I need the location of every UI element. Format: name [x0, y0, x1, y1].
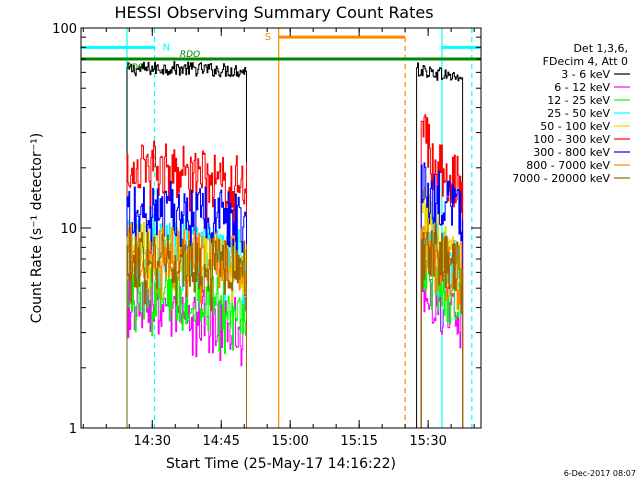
series-line-0-0 — [126, 61, 247, 428]
chart-title: HESSI Observing Summary Count Rates — [114, 3, 433, 22]
x-axis-label: Start Time (25-May-17 14:16:22) — [166, 456, 396, 472]
plot-area: N S RDO FDC — [81, 28, 481, 428]
legend-entry-5: 100 - 300 keV — [533, 133, 610, 146]
saa-band-label: S — [265, 32, 271, 43]
legend-entry-7: 800 - 7000 keV — [526, 159, 610, 172]
legend-entry-3: 25 - 50 keV — [547, 107, 610, 120]
series-line-5-0 — [126, 140, 247, 428]
series-line-8-1 — [420, 230, 464, 428]
x-axis: 14:30 14:45 15:00 15:15 15:30 — [82, 28, 475, 449]
attenuator-label: RDO — [180, 50, 200, 60]
flare-label: FDC — [127, 63, 144, 72]
series-line-6-1 — [420, 162, 464, 428]
series-line-8-0 — [126, 232, 247, 428]
y-tick-label-0: 1 — [69, 422, 77, 437]
footer-timestamp: 6-Dec-2017 08:07 — [564, 469, 636, 478]
y-axis-label: Count Rate (s⁻¹ detector⁻¹) — [29, 133, 45, 323]
legend-header-1: FDecim 4, Att 0 — [543, 55, 628, 68]
night-band-label: N — [163, 42, 170, 53]
plot-content: N S RDO FDC — [81, 28, 481, 428]
legend-entry-1: 6 - 12 keV — [554, 81, 610, 94]
x-tick-label-4: 15:30 — [409, 434, 446, 449]
legend-header-0: Det 1,3,6, — [573, 42, 628, 55]
series-line-0-1 — [416, 62, 464, 428]
series-line-5-1 — [420, 114, 464, 428]
legend-entry-0: 3 - 6 keV — [561, 68, 610, 81]
x-tick-label-2: 15:00 — [271, 434, 308, 449]
y-axis: 1 10 100 — [52, 22, 481, 437]
legend-entry-2: 12 - 25 keV — [547, 94, 610, 107]
series-line-6-0 — [126, 181, 247, 428]
x-tick-label-3: 15:15 — [340, 434, 377, 449]
y-tick-label-2: 100 — [52, 22, 77, 37]
legend-entry-4: 50 - 100 keV — [540, 120, 610, 133]
legend-entry-6: 300 - 800 keV — [533, 146, 610, 159]
x-tick-label-0: 14:30 — [134, 434, 171, 449]
x-tick-label-1: 14:45 — [202, 434, 239, 449]
legend-entry-8: 7000 - 20000 keV — [512, 172, 610, 185]
y-tick-label-1: 10 — [60, 222, 77, 237]
